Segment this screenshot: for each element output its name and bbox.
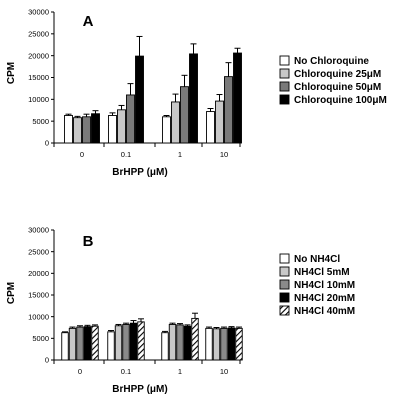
bar	[183, 325, 192, 361]
legend-label: No NH4Cl	[294, 254, 340, 265]
y-tick-label: 0	[45, 139, 49, 148]
x-tick-label: 1	[178, 150, 182, 159]
bar	[171, 101, 180, 144]
legend-label: NH4Cl 40mM	[294, 306, 355, 317]
y-tick-label: 30000	[28, 8, 49, 17]
bar	[235, 327, 243, 361]
legend-label: Chloroquine 50μM	[294, 82, 381, 93]
bar	[108, 115, 117, 144]
y-tick-label: 5000	[32, 334, 49, 343]
y-tick-label: 0	[45, 356, 49, 365]
bar	[224, 76, 233, 144]
y-tick-label: 5000	[32, 117, 49, 126]
legend-swatch	[279, 94, 290, 105]
bar	[205, 327, 213, 361]
legend-swatch	[279, 253, 290, 264]
y-tick-label: 25000	[28, 29, 49, 38]
bar	[137, 321, 145, 361]
y-tick-label: 15000	[28, 291, 49, 300]
legend-swatch	[279, 81, 290, 92]
bar	[212, 328, 221, 361]
bar	[135, 55, 144, 144]
y-axis-label: CPM	[6, 282, 17, 304]
bar	[61, 332, 69, 361]
legend-label: NH4Cl 5mM	[294, 267, 350, 278]
x-tick-label: 10	[220, 367, 228, 376]
legend-swatch	[279, 68, 290, 79]
x-axis-label: BrHPP (μM)	[112, 384, 167, 395]
bar	[215, 100, 224, 144]
x-axis-label: BrHPP (μM)	[112, 167, 167, 178]
bar	[91, 325, 99, 361]
y-tick-label: 15000	[28, 73, 49, 82]
legend-label: Chloroquine 25μM	[294, 69, 381, 80]
panel-b: 0 5000 10000 15000 20000 25000 30000 0 0.1 1 10 CPM…	[6, 226, 355, 395]
bar	[83, 326, 92, 361]
bar	[162, 116, 171, 144]
legend: No Chloroquine Chloroquine 25μM Chloroquin…	[279, 55, 387, 106]
bar	[122, 324, 130, 361]
legend-swatch	[279, 266, 290, 277]
bar	[73, 117, 82, 144]
bar	[189, 53, 198, 144]
y-tick-label: 30000	[28, 226, 49, 235]
x-tick-label: 1	[178, 367, 182, 376]
y-tick-label: 10000	[28, 312, 49, 321]
bar	[68, 327, 77, 361]
legend-swatch	[279, 55, 290, 66]
y-tick-label: 25000	[28, 247, 49, 256]
x-tick-label: 0.1	[121, 367, 131, 376]
x-tick-label: 0	[80, 150, 84, 159]
bar	[82, 116, 91, 144]
legend-swatch	[279, 279, 290, 290]
bar	[91, 113, 100, 144]
bar	[64, 115, 73, 144]
bar	[220, 327, 228, 361]
legend-swatch	[279, 305, 290, 316]
bar	[176, 324, 184, 361]
legend: No NH4Cl NH4Cl 5mM NH4Cl 10mM NH4Cl 20mM NH4…	[279, 253, 355, 317]
panel-a: 0 5000 10000 15000 20000 25000 30000 0 0.1 1 10 CPM…	[6, 8, 387, 178]
bar	[191, 317, 199, 361]
legend-label: No Chloroquine	[294, 56, 369, 67]
y-axis-label: CPM	[6, 62, 17, 84]
legend-label: NH4Cl 10mM	[294, 280, 355, 291]
bar	[233, 52, 242, 144]
bar	[114, 325, 123, 361]
panel-label: B	[83, 233, 94, 250]
x-tick-label: 0	[78, 367, 82, 376]
x-tick-label: 10	[220, 150, 228, 159]
bar	[206, 111, 215, 144]
legend-label: Chloroquine 100μM	[294, 95, 387, 106]
bar	[227, 327, 236, 361]
bar	[168, 324, 177, 361]
bar	[107, 331, 115, 361]
bar	[76, 326, 84, 361]
y-tick-label: 20000	[28, 51, 49, 60]
y-tick-label: 10000	[28, 95, 49, 104]
bar	[129, 322, 138, 361]
bar	[126, 94, 135, 144]
bar	[117, 109, 126, 144]
panel-label: A	[83, 13, 94, 30]
y-tick-label: 20000	[28, 269, 49, 278]
legend-label: NH4Cl 20mM	[294, 293, 355, 304]
bar	[180, 86, 189, 144]
bar	[161, 332, 169, 361]
x-tick-label: 0.1	[121, 150, 131, 159]
legend-swatch	[279, 292, 290, 303]
